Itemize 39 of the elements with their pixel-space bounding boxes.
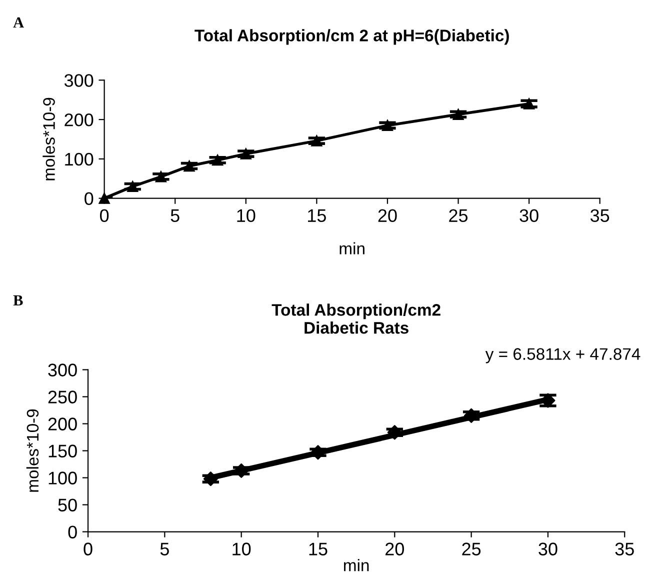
y-tick-label: 50 [58, 498, 77, 512]
x-tick-label: 20 [386, 542, 404, 556]
x-tick-label: 15 [309, 542, 328, 556]
x-tick-label: 5 [170, 209, 180, 222]
x-axis-title: min [340, 242, 364, 254]
text: A [13, 17, 24, 28]
x-tick-label: 5 [160, 542, 169, 556]
x-tick-label: 35 [590, 209, 610, 222]
point [310, 445, 326, 460]
point [98, 192, 110, 204]
text: y = 6.5811x + 47.874 [485, 348, 640, 364]
chart-title: Total Absorption/cm 2 at pH=6(Diabetic) [194, 29, 509, 45]
x-tick-label: 20 [378, 209, 397, 222]
y-tick-label: 200 [48, 418, 77, 430]
chart-title: Total Absorption/cm2 Diabetic Rats [272, 304, 440, 334]
y-tick-label: 250 [48, 390, 77, 404]
y-tick-label: 100 [65, 152, 94, 166]
x-tick-label: 35 [615, 542, 634, 556]
x-tick-label: 25 [449, 209, 468, 222]
y-tick-label: 0 [84, 192, 94, 206]
point [203, 472, 218, 486]
x-axis-title: min [344, 559, 369, 572]
text: B [13, 295, 23, 306]
y-tick-label: 100 [48, 472, 77, 484]
x-tick-label: 30 [520, 209, 538, 222]
y-axis-title: moles*10-9 [42, 98, 55, 180]
y-tick-label: 200 [64, 113, 94, 126]
x-tick-label: 10 [237, 209, 256, 222]
y-tick-label: 0 [68, 526, 77, 538]
x-tick-label: 10 [232, 542, 251, 556]
y-tick-label: 150 [48, 444, 77, 458]
x-tick-label: 25 [462, 542, 481, 556]
x-tick-label: 30 [538, 542, 558, 556]
point [234, 463, 249, 478]
y-tick-label: 300 [64, 74, 94, 87]
y-axis-title: moles*10-9 [26, 409, 39, 492]
x-tick-label: 15 [308, 209, 326, 222]
x-tick-label: 0 [100, 209, 109, 222]
y-tick-label: 300 [48, 364, 77, 376]
